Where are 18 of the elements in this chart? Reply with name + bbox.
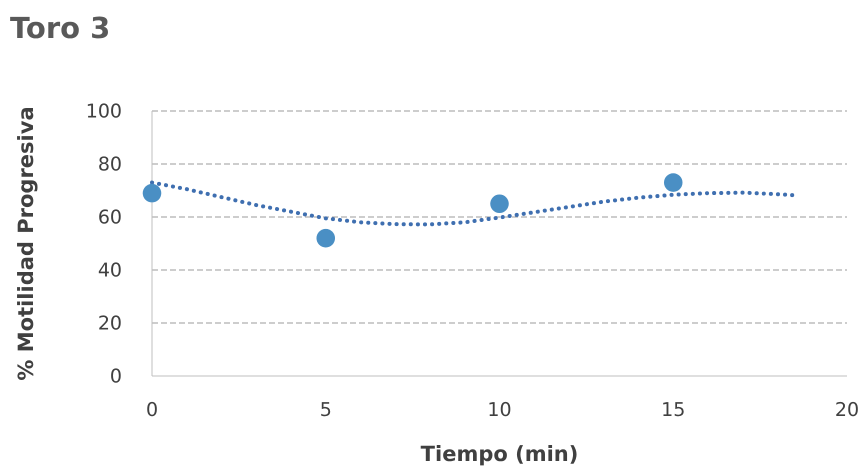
y-axis-title: % Motilidad Progresiva bbox=[14, 106, 38, 381]
x-tick-label: 15 bbox=[661, 399, 686, 421]
x-tick-label: 5 bbox=[320, 399, 332, 421]
point bbox=[316, 228, 336, 248]
x-axis-title: Tiempo (min) bbox=[420, 442, 578, 466]
point bbox=[490, 194, 509, 214]
point bbox=[142, 184, 162, 202]
y-tick-label: 20 bbox=[98, 312, 122, 335]
x-tick-label: 20 bbox=[834, 399, 860, 421]
y-tick-label: 80 bbox=[98, 154, 122, 176]
y-tick-label: 60 bbox=[98, 206, 122, 229]
y-tick-label: 40 bbox=[98, 260, 122, 282]
point bbox=[664, 173, 683, 192]
x-tick-label: 0 bbox=[146, 399, 158, 421]
y-tick-label: 100 bbox=[86, 100, 122, 123]
x-tick-label: 10 bbox=[487, 399, 512, 421]
chart-title: Toro 3 bbox=[10, 11, 110, 45]
y-tick-label: 0 bbox=[110, 366, 122, 388]
